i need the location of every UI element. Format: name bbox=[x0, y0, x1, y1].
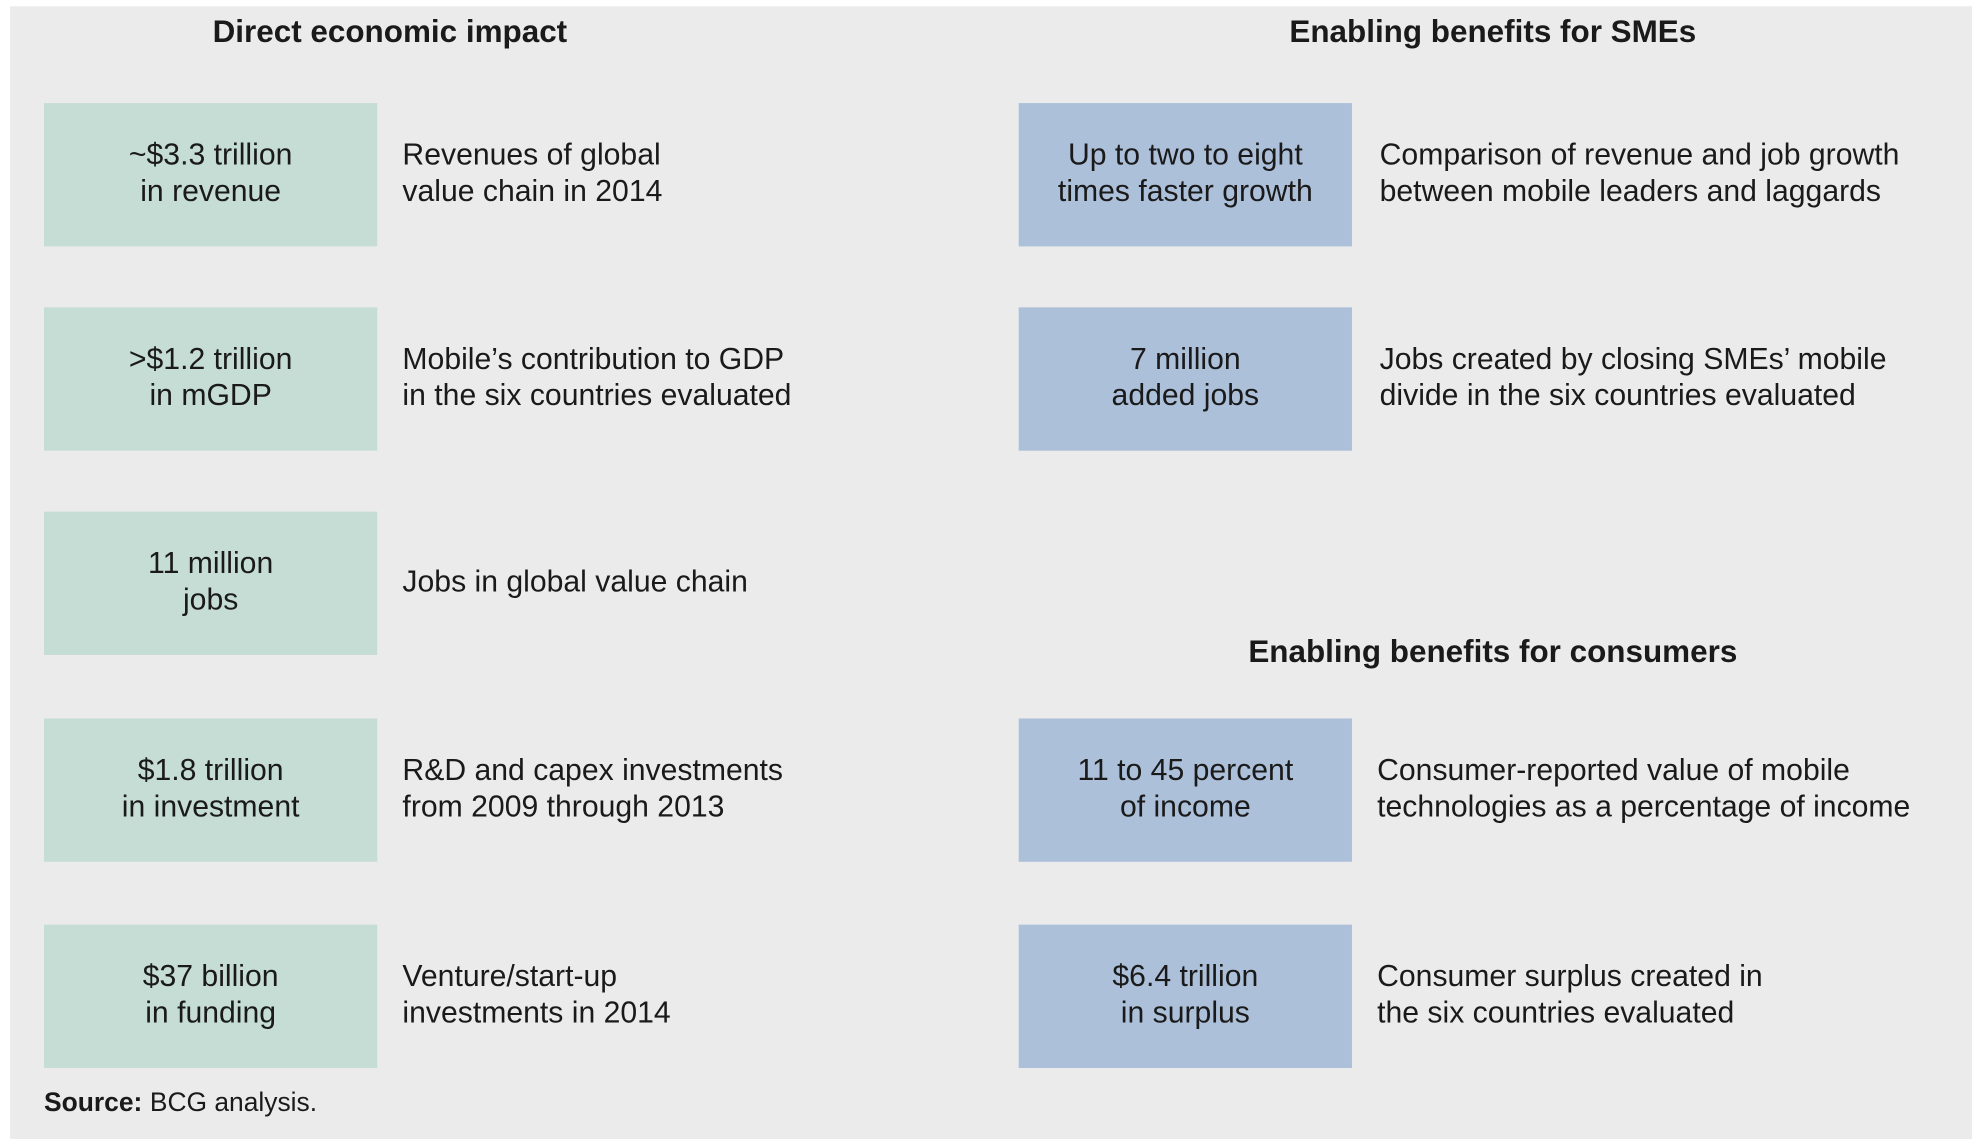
stat-value: 7 million bbox=[1130, 343, 1241, 376]
stat-box bbox=[1018, 307, 1352, 451]
stat-description: divide in the six countries evaluated bbox=[1380, 379, 1856, 412]
stat-value: in mGDP bbox=[149, 379, 271, 412]
stat-box bbox=[44, 924, 378, 1068]
stat-description: Venture/start-up bbox=[402, 960, 617, 993]
stat-value: in surplus bbox=[1121, 997, 1250, 1030]
source-text: BCG analysis. bbox=[150, 1087, 317, 1117]
stat-box bbox=[1018, 103, 1352, 247]
stat-value: added jobs bbox=[1112, 379, 1260, 412]
stat-box bbox=[44, 103, 378, 247]
source-label: Source: bbox=[44, 1087, 142, 1117]
stat-description: from 2009 through 2013 bbox=[402, 790, 724, 823]
stat-box bbox=[44, 511, 378, 655]
stat-value: 11 million bbox=[148, 547, 273, 580]
stat-value: in investment bbox=[122, 790, 300, 823]
stat-value: in revenue bbox=[140, 175, 281, 208]
stat-description: between mobile leaders and laggards bbox=[1380, 175, 1881, 208]
stat-value: $1.8 trillion bbox=[138, 754, 284, 787]
stat-description: Jobs created by closing SMEs’ mobile bbox=[1380, 343, 1887, 376]
stat-box bbox=[44, 307, 378, 451]
stat-description: technologies as a percentage of income bbox=[1377, 790, 1910, 823]
stat-description: Revenues of global bbox=[402, 138, 660, 171]
stat-description: Jobs in global value chain bbox=[402, 565, 747, 598]
stat-description: Comparison of revenue and job growth bbox=[1380, 138, 1900, 171]
stat-box bbox=[44, 718, 378, 862]
stat-description: Consumer surplus created in bbox=[1377, 960, 1763, 993]
section-heading: Direct economic impact bbox=[213, 14, 568, 49]
stat-value: >$1.2 trillion bbox=[129, 343, 292, 376]
stat-value: in funding bbox=[145, 997, 276, 1030]
stat-value: jobs bbox=[182, 584, 238, 617]
source: Source: BCG analysis. bbox=[44, 1087, 317, 1117]
stat-description: the six countries evaluated bbox=[1377, 997, 1734, 1030]
stat-description: value chain in 2014 bbox=[402, 175, 662, 208]
section-heading: Enabling benefits for consumers bbox=[1248, 634, 1737, 669]
stat-box bbox=[1018, 924, 1352, 1068]
stat-value: of income bbox=[1120, 790, 1251, 823]
stat-value: $37 billion bbox=[143, 960, 279, 993]
stat-value: times faster growth bbox=[1058, 175, 1313, 208]
stat-box bbox=[1018, 718, 1352, 862]
stat-description: in the six countries evaluated bbox=[402, 379, 791, 412]
section-heading: Enabling benefits for SMEs bbox=[1289, 14, 1696, 49]
stat-value: 11 to 45 percent bbox=[1077, 754, 1293, 787]
stat-description: Consumer-reported value of mobile bbox=[1377, 754, 1850, 787]
stat-value: ~$3.3 trillion bbox=[129, 138, 292, 171]
stat-value: $6.4 trillion bbox=[1112, 960, 1258, 993]
stat-description: investments in 2014 bbox=[402, 997, 670, 1030]
stat-description: R&D and capex investments bbox=[402, 754, 783, 787]
stat-value: Up to two to eight bbox=[1068, 138, 1303, 171]
stat-description: Mobile’s contribution to GDP bbox=[402, 343, 784, 376]
